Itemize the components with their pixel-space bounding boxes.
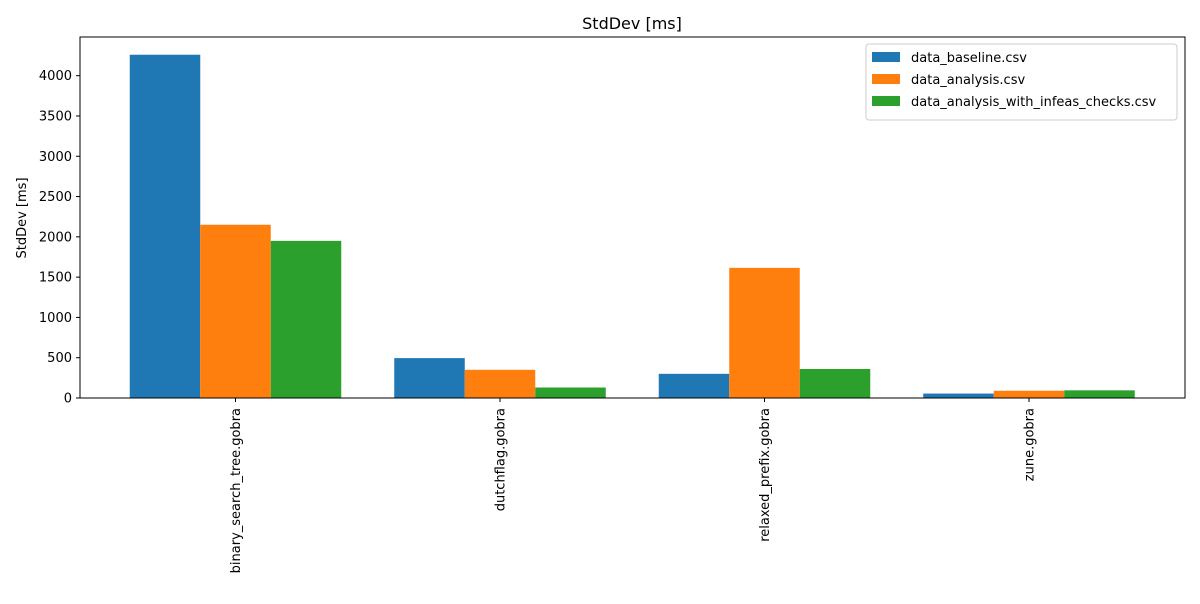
bar-dutchflag-gobra-series-1 <box>464 369 536 398</box>
bar-relaxed-prefix-gobra-series-1 <box>729 267 800 398</box>
y-tick-label: 3500 <box>39 109 72 124</box>
y-tick-label: 0 <box>64 392 72 407</box>
legend: data_baseline.csv data_analysis.csv data_a… <box>865 43 1178 121</box>
bar-zune-gobra-series-1 <box>993 390 1065 398</box>
plot-area <box>79 36 1186 399</box>
x-tick-label: dutchflag.gobra <box>494 408 509 511</box>
bar-zune-gobra-series-0 <box>923 393 994 398</box>
bar-binary-search-tree-gobra-series-0 <box>129 54 201 398</box>
x-tick-label: zune.gobra <box>1023 408 1038 481</box>
legend-swatch <box>872 96 900 106</box>
y-axis-label: StdDev [ms] <box>15 177 30 258</box>
x-axis: binary_search_tree.gobra dutchflag.gobra r… <box>229 398 1038 573</box>
y-tick-label: 4000 <box>39 69 72 84</box>
legend-swatch <box>872 74 900 84</box>
y-axis: 0 500 1000 1500 2000 2500 3000 3500 4000 <box>39 69 80 407</box>
bar-binary-search-tree-gobra-series-2 <box>270 240 342 398</box>
bar-dutchflag-gobra-series-2 <box>535 387 606 398</box>
y-tick-label: 2000 <box>39 230 72 245</box>
legend-label: data_analysis.csv <box>911 73 1025 88</box>
bar-relaxed-prefix-gobra-series-2 <box>799 368 871 398</box>
chart-title: StdDev [ms] <box>582 14 682 33</box>
bar-dutchflag-gobra-series-0 <box>394 358 465 398</box>
bar-binary-search-tree-gobra-series-1 <box>200 224 271 398</box>
legend-label: data_analysis_with_infeas_checks.csv <box>911 95 1157 110</box>
y-tick-label: 1500 <box>39 271 72 286</box>
legend-box <box>865 43 1178 121</box>
bar-zune-gobra-series-2 <box>1064 390 1135 398</box>
y-tick-label: 500 <box>47 351 72 366</box>
x-tick-label: binary_search_tree.gobra <box>229 408 244 573</box>
bar-relaxed-prefix-gobra-series-0 <box>658 373 730 398</box>
legend-swatch <box>872 52 900 62</box>
x-tick-label: relaxed_prefix.gobra <box>758 408 773 542</box>
legend-label: data_baseline.csv <box>911 51 1027 66</box>
y-tick-label: 3000 <box>39 150 72 165</box>
plot-frame <box>79 36 1186 399</box>
y-tick-label: 1000 <box>39 311 72 326</box>
y-tick-label: 2500 <box>39 190 72 205</box>
